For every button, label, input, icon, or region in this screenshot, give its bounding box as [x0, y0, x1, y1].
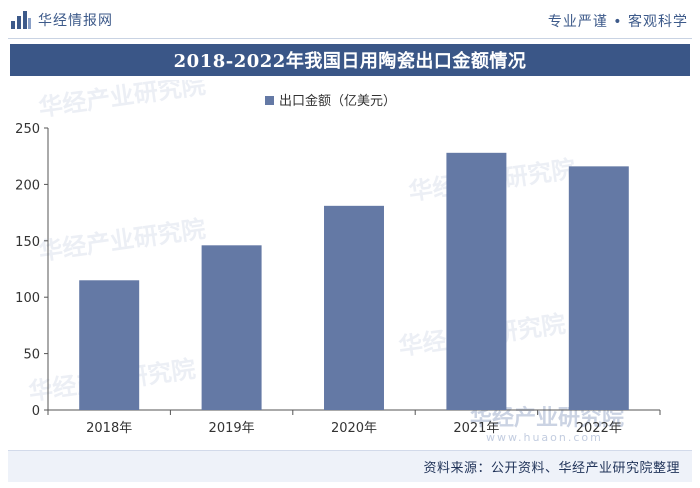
watermark-text: 华经产业研究院 [37, 215, 207, 266]
brand-name: 华经情报网 [38, 13, 113, 29]
bar [79, 280, 140, 410]
source-note: 资料来源：公开资料、华经产业研究院整理 [423, 461, 680, 476]
x-tick-label: 2019年 [209, 421, 255, 436]
y-tick-label: 50 [23, 348, 40, 363]
bar [201, 245, 262, 410]
legend-swatch [265, 96, 274, 105]
watermark-url: www.huaon.com [486, 431, 603, 444]
y-tick-label: 0 [32, 404, 40, 419]
y-tick-label: 100 [15, 291, 40, 306]
brand-logo-icon [11, 11, 31, 29]
y-tick-label: 200 [15, 178, 40, 193]
x-tick-label: 2020年 [331, 421, 377, 436]
watermark-text: 华经产业研究院 [37, 80, 207, 122]
y-tick-label: 250 [15, 122, 40, 137]
slogan: 专业严谨 • 客观科学 [547, 14, 688, 30]
bar [446, 152, 507, 410]
y-tick-label: 150 [15, 235, 40, 250]
chart-title: 2018-2022年我国日用陶瓷出口金额情况 [173, 51, 527, 72]
bar-chart: 华经产业研究院 华经产业研究院 华经产业研究院 华经产业研究院 华经产业研究院 … [15, 80, 661, 444]
x-tick-label: 2018年 [86, 421, 132, 436]
x-tick-label: 2022年 [576, 421, 622, 436]
legend-label: 出口金额（亿美元） [279, 93, 396, 109]
bars [79, 152, 629, 410]
chart-area: 华经产业研究院 华经产业研究院 华经产业研究院 华经产业研究院 华经产业研究院 … [0, 80, 700, 450]
legend: 出口金额（亿美元） [265, 93, 396, 109]
top-bar: 华经情报网 专业严谨 • 客观科学 [0, 0, 700, 40]
brand[interactable]: 华经情报网 [10, 9, 113, 31]
axes: 0 50 100 150 200 250 2018年 2019年 2020年 2021年 2022年 [15, 122, 661, 436]
bar [568, 166, 629, 410]
footer-band: 资料来源：公开资料、华经产业研究院整理 [8, 450, 692, 482]
top-divider [8, 38, 692, 39]
bar [324, 205, 384, 410]
title-band: 2018-2022年我国日用陶瓷出口金额情况 [10, 44, 690, 76]
x-tick-label: 2021年 [453, 421, 499, 436]
